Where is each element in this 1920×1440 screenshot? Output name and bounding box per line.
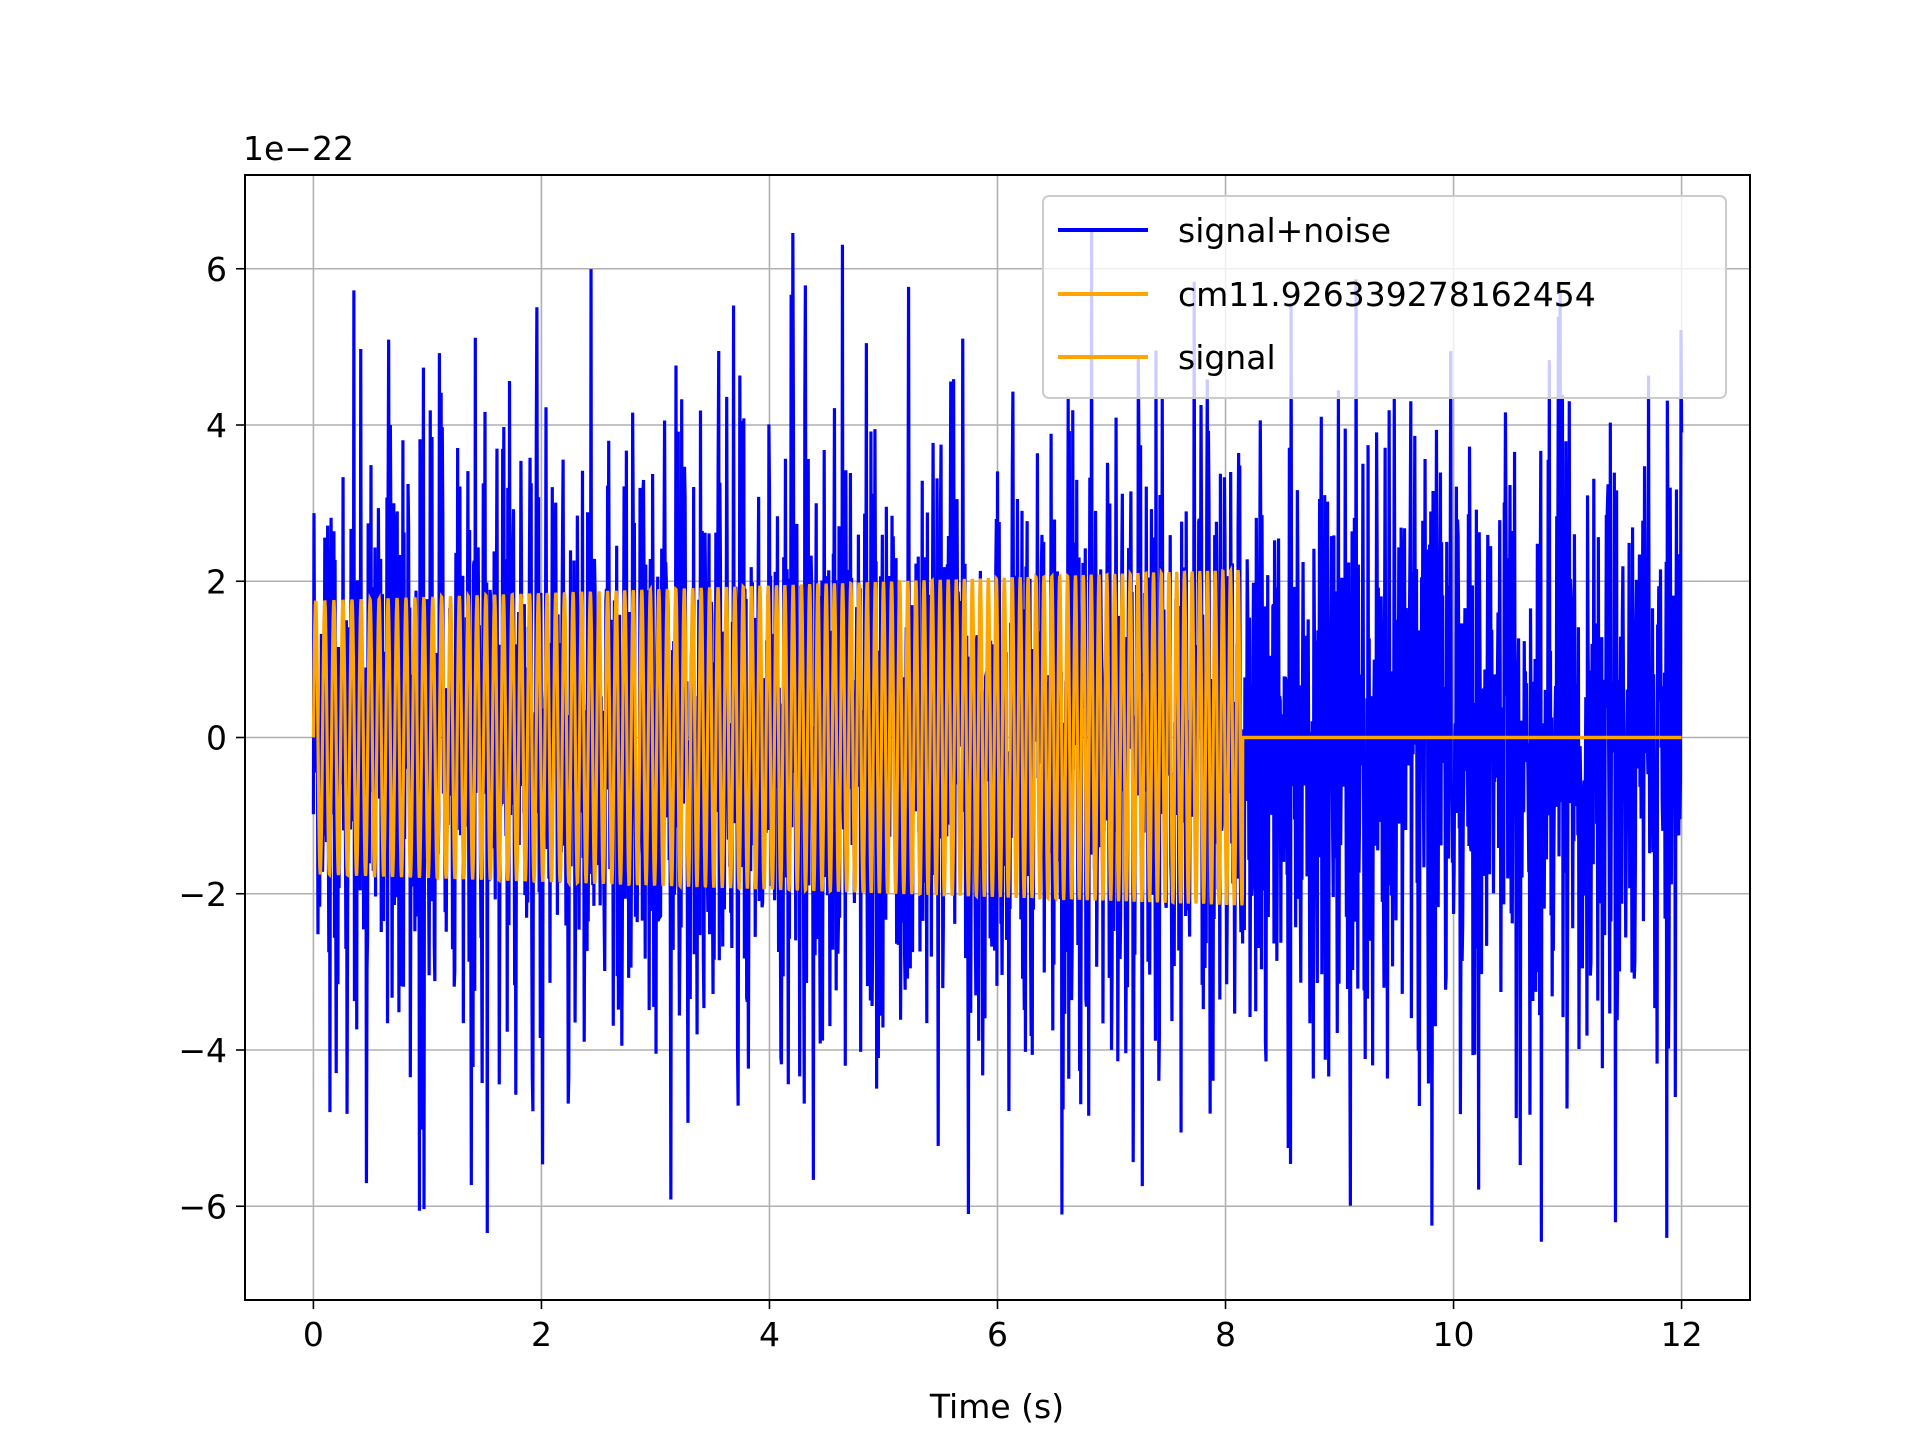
- x-tick-label: 2: [531, 1315, 552, 1354]
- y-tick-label: 0: [206, 719, 227, 758]
- y-tick-label: −4: [178, 1031, 227, 1070]
- series-area: [311, 229, 1684, 1242]
- legend-label-cm: cm11.926339278162454: [1178, 275, 1596, 314]
- y-tick-label: −6: [178, 1187, 227, 1226]
- ticks: 0 2 4 6 8 10 12 −6 −4 −2 0 2 4 6: [178, 250, 1702, 1354]
- y-tick-label: 6: [206, 250, 227, 289]
- x-axis-label: Time (s): [929, 1387, 1064, 1426]
- x-tick-label: 0: [303, 1315, 324, 1354]
- y-offset-label: 1e−22: [243, 129, 354, 168]
- y-tick-label: −2: [178, 875, 227, 914]
- x-tick-label: 6: [987, 1315, 1008, 1354]
- legend-label-signal: signal: [1178, 338, 1276, 377]
- legend-label-signal-noise: signal+noise: [1178, 211, 1391, 250]
- x-tick-label: 10: [1433, 1315, 1475, 1354]
- y-tick-label: 4: [206, 406, 227, 445]
- legend-box: [1042, 195, 1727, 399]
- legend: signal+noise cm11.926339278162454 signal: [1042, 195, 1727, 399]
- x-tick-label: 12: [1661, 1315, 1703, 1354]
- y-tick-label: 2: [206, 562, 227, 601]
- x-tick-label: 4: [759, 1315, 780, 1354]
- x-tick-label: 8: [1215, 1315, 1236, 1354]
